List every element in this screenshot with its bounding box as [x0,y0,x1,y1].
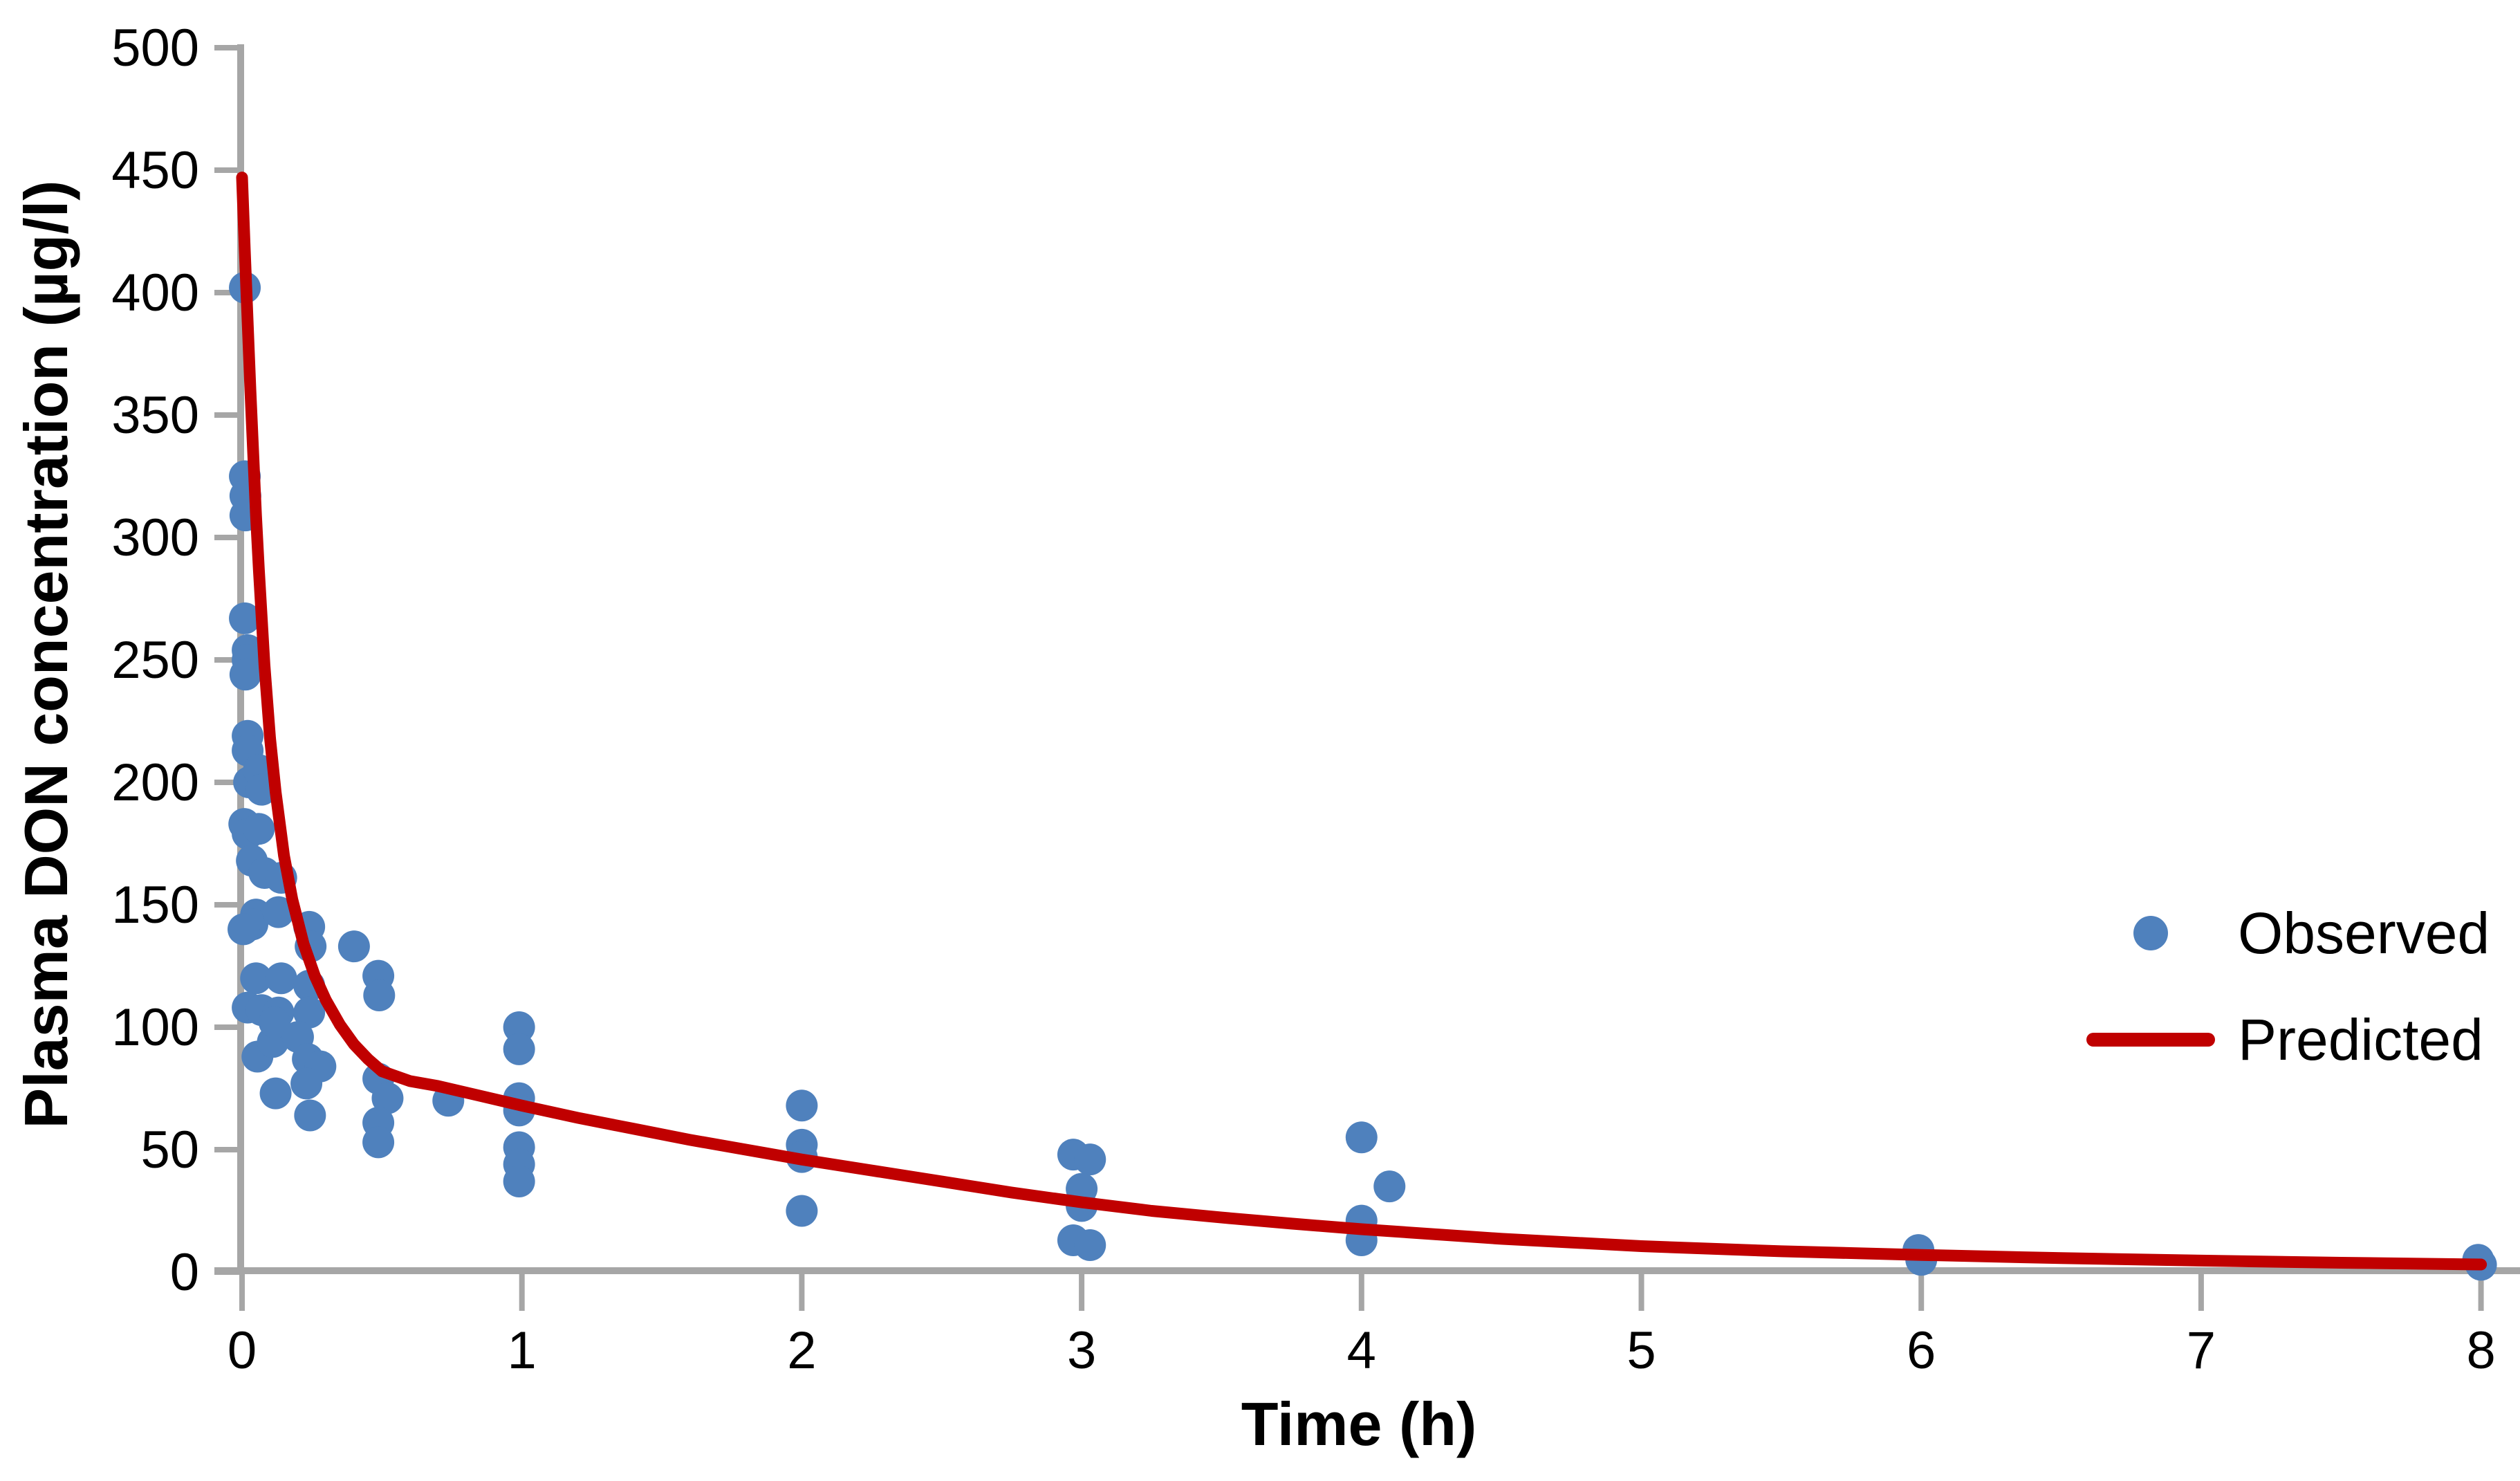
observed-point [1074,1143,1106,1176]
x-tick-label: 1 [508,1321,537,1380]
predicted-swatch [2083,1033,2218,1047]
observed-point [240,962,272,995]
observed-point [337,930,370,963]
predicted-line-icon [2086,1033,2215,1047]
observed-point [786,1089,818,1122]
observed-point [262,896,295,928]
observed-point [229,659,261,691]
observed-point [293,996,326,1029]
observed-point [1345,1121,1378,1154]
y-tick-label: 350 [111,386,199,445]
observed-point [228,913,260,946]
x-axis-title: Time (h) [1241,1390,1477,1458]
y-tick-label: 500 [111,19,199,77]
x-tick-label: 3 [1067,1321,1096,1380]
observed-point [363,979,396,1011]
x-tick-label: 0 [228,1321,257,1380]
observed-marker-icon [2133,916,2168,950]
y-tick-label: 400 [111,264,199,322]
observed-swatch [2083,916,2218,950]
y-tick-label: 450 [111,141,199,200]
y-tick-label: 0 [170,1243,199,1302]
observed-point [786,1195,818,1227]
y-tick-label: 50 [140,1121,199,1179]
observed-point [259,1077,292,1110]
observed-point [1373,1170,1406,1203]
observed-point [258,1006,290,1038]
legend-item-observed: Observed [2083,891,2490,975]
y-tick-label: 300 [111,508,199,567]
x-tick-label: 5 [1627,1321,1656,1380]
predicted-curve [236,172,2487,1271]
observed-point [503,1011,535,1043]
observed-point [229,602,261,634]
observed-point [362,1126,395,1159]
y-tick-label: 200 [111,753,199,812]
observed-point [265,962,297,995]
y-tick-label: 150 [111,876,199,935]
x-tick-label: 2 [787,1321,816,1380]
observed-point [290,1067,323,1100]
x-tick-label: 6 [1907,1321,1936,1380]
x-tick-label: 8 [2466,1321,2495,1380]
observed-point [243,813,275,845]
legend: Observed Predicted [2083,891,2490,1104]
x-tick-label: 7 [2187,1321,2216,1380]
legend-label-predicted: Predicted [2238,1006,2483,1072]
observed-point [1074,1229,1106,1262]
y-tick-label: 100 [111,998,199,1057]
y-tick-label: 250 [111,631,199,690]
y-axis-title: Plasma DON concentration (µg/l) [12,180,80,1129]
x-tick-label: 4 [1347,1321,1376,1380]
observed-point [294,1099,326,1132]
observed-point [371,1082,404,1114]
observed-point [503,1166,535,1198]
observed-point [503,1033,535,1065]
legend-item-predicted: Predicted [2083,997,2490,1082]
legend-label-observed: Observed [2238,900,2490,966]
